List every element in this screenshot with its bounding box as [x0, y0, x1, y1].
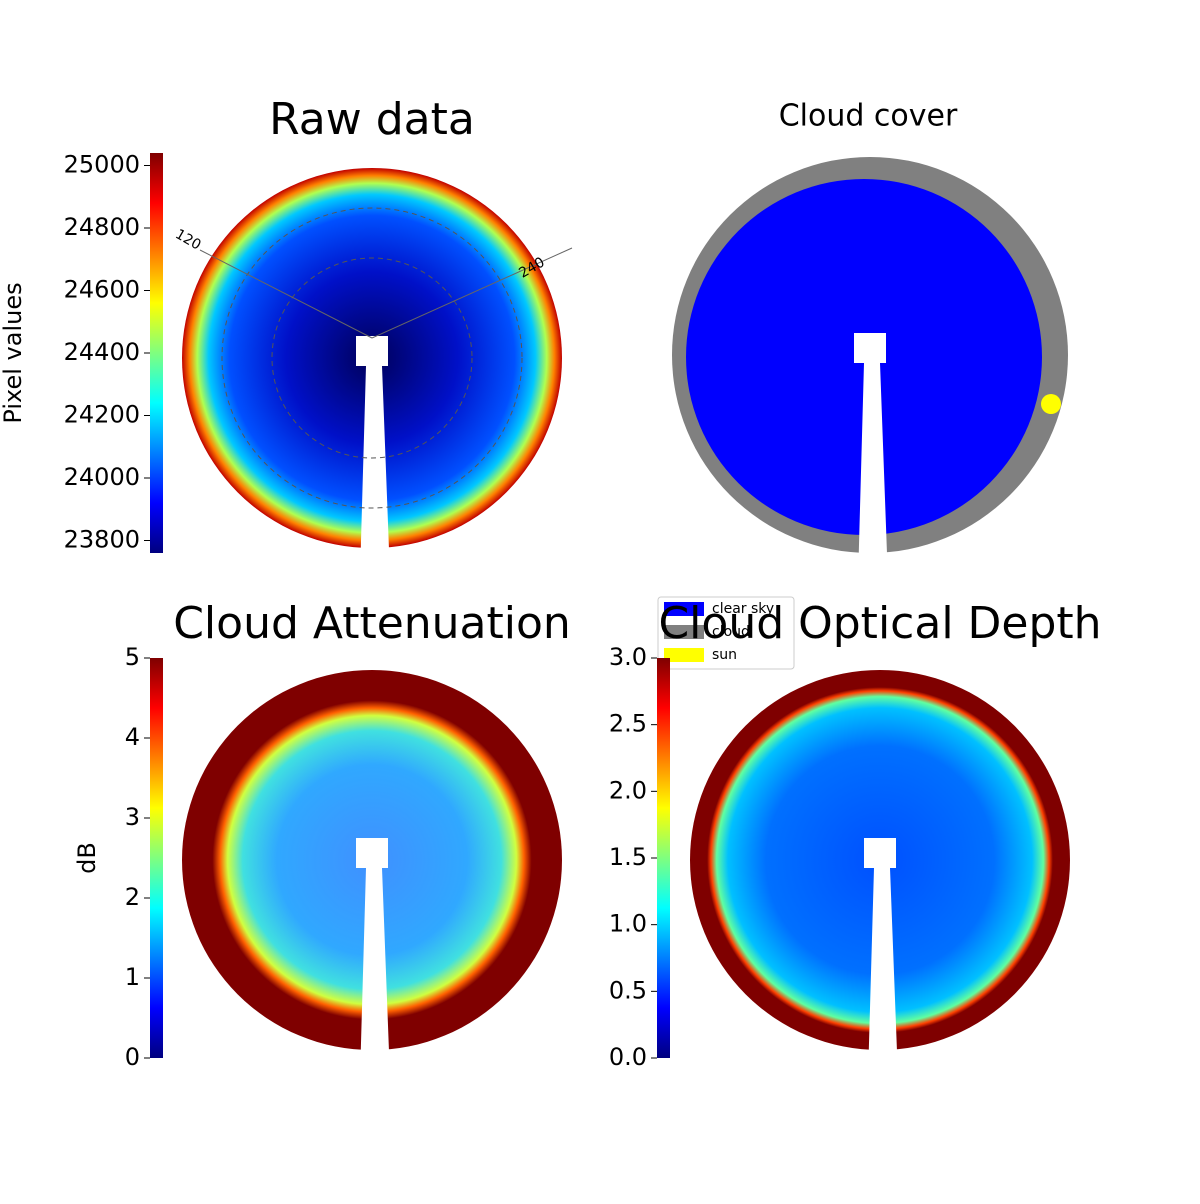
colorbar-label: dB: [73, 842, 101, 874]
colorbar-tick-label: 4: [125, 723, 140, 751]
colorbar-tick-label: 25000: [64, 151, 140, 179]
mast: [356, 336, 390, 576]
mast: [864, 838, 898, 1078]
legend-swatch: [664, 625, 704, 639]
colorbar-label: Pixel values: [0, 282, 27, 423]
mast: [356, 838, 390, 1078]
colorbar-tick-label: 1: [125, 963, 140, 991]
colorbar-tick-label: 1.5: [609, 843, 647, 871]
colorbar: [657, 658, 670, 1058]
polar-label: 120: [172, 226, 203, 253]
panel-title: Cloud cover: [779, 99, 958, 134]
colorbar-tick-label: 24200: [64, 401, 140, 429]
legend-label: cloud: [712, 624, 750, 640]
polar-spoke: [199, 249, 373, 339]
colorbar-tick-label: 24400: [64, 338, 140, 366]
colorbar: [150, 153, 163, 553]
colorbar-tick-label: 23800: [64, 526, 140, 554]
colorbar-tick-label: 24800: [64, 213, 140, 241]
legend-label: clear sky: [712, 601, 774, 617]
colorbar-tick-label: 5: [125, 643, 140, 671]
polar-spoke: [371, 247, 573, 339]
colorbar-tick-label: 3.0: [609, 643, 647, 671]
colorbar-tick-label: 24000: [64, 463, 140, 491]
colorbar-tick-label: 1.0: [609, 910, 647, 938]
sun-marker: [1041, 394, 1061, 414]
colorbar-tick-label: 0: [125, 1043, 140, 1071]
polar-grid: [221, 207, 523, 509]
colorbar-tick-label: 0.5: [609, 976, 647, 1004]
legend-swatch: [664, 648, 704, 662]
panel-title: Cloud Optical Depth: [658, 598, 1101, 649]
colorbar-tick-label: 3: [125, 803, 140, 831]
colorbar-tick-label: 2.5: [609, 710, 647, 738]
legend-label: sun: [712, 647, 737, 663]
colorbar-tick-label: 24600: [64, 276, 140, 304]
colorbar-tick-label: 2.0: [609, 776, 647, 804]
legend-swatch: [664, 602, 704, 616]
panel-title: Raw data: [269, 94, 475, 145]
colorbar: [150, 658, 163, 1058]
colorbar-tick-label: 0.0: [609, 1043, 647, 1071]
polar-grid: [271, 257, 473, 459]
panel-title: Cloud Attenuation: [173, 598, 571, 649]
mast: [854, 333, 888, 581]
colorbar-tick-label: 2: [125, 883, 140, 911]
